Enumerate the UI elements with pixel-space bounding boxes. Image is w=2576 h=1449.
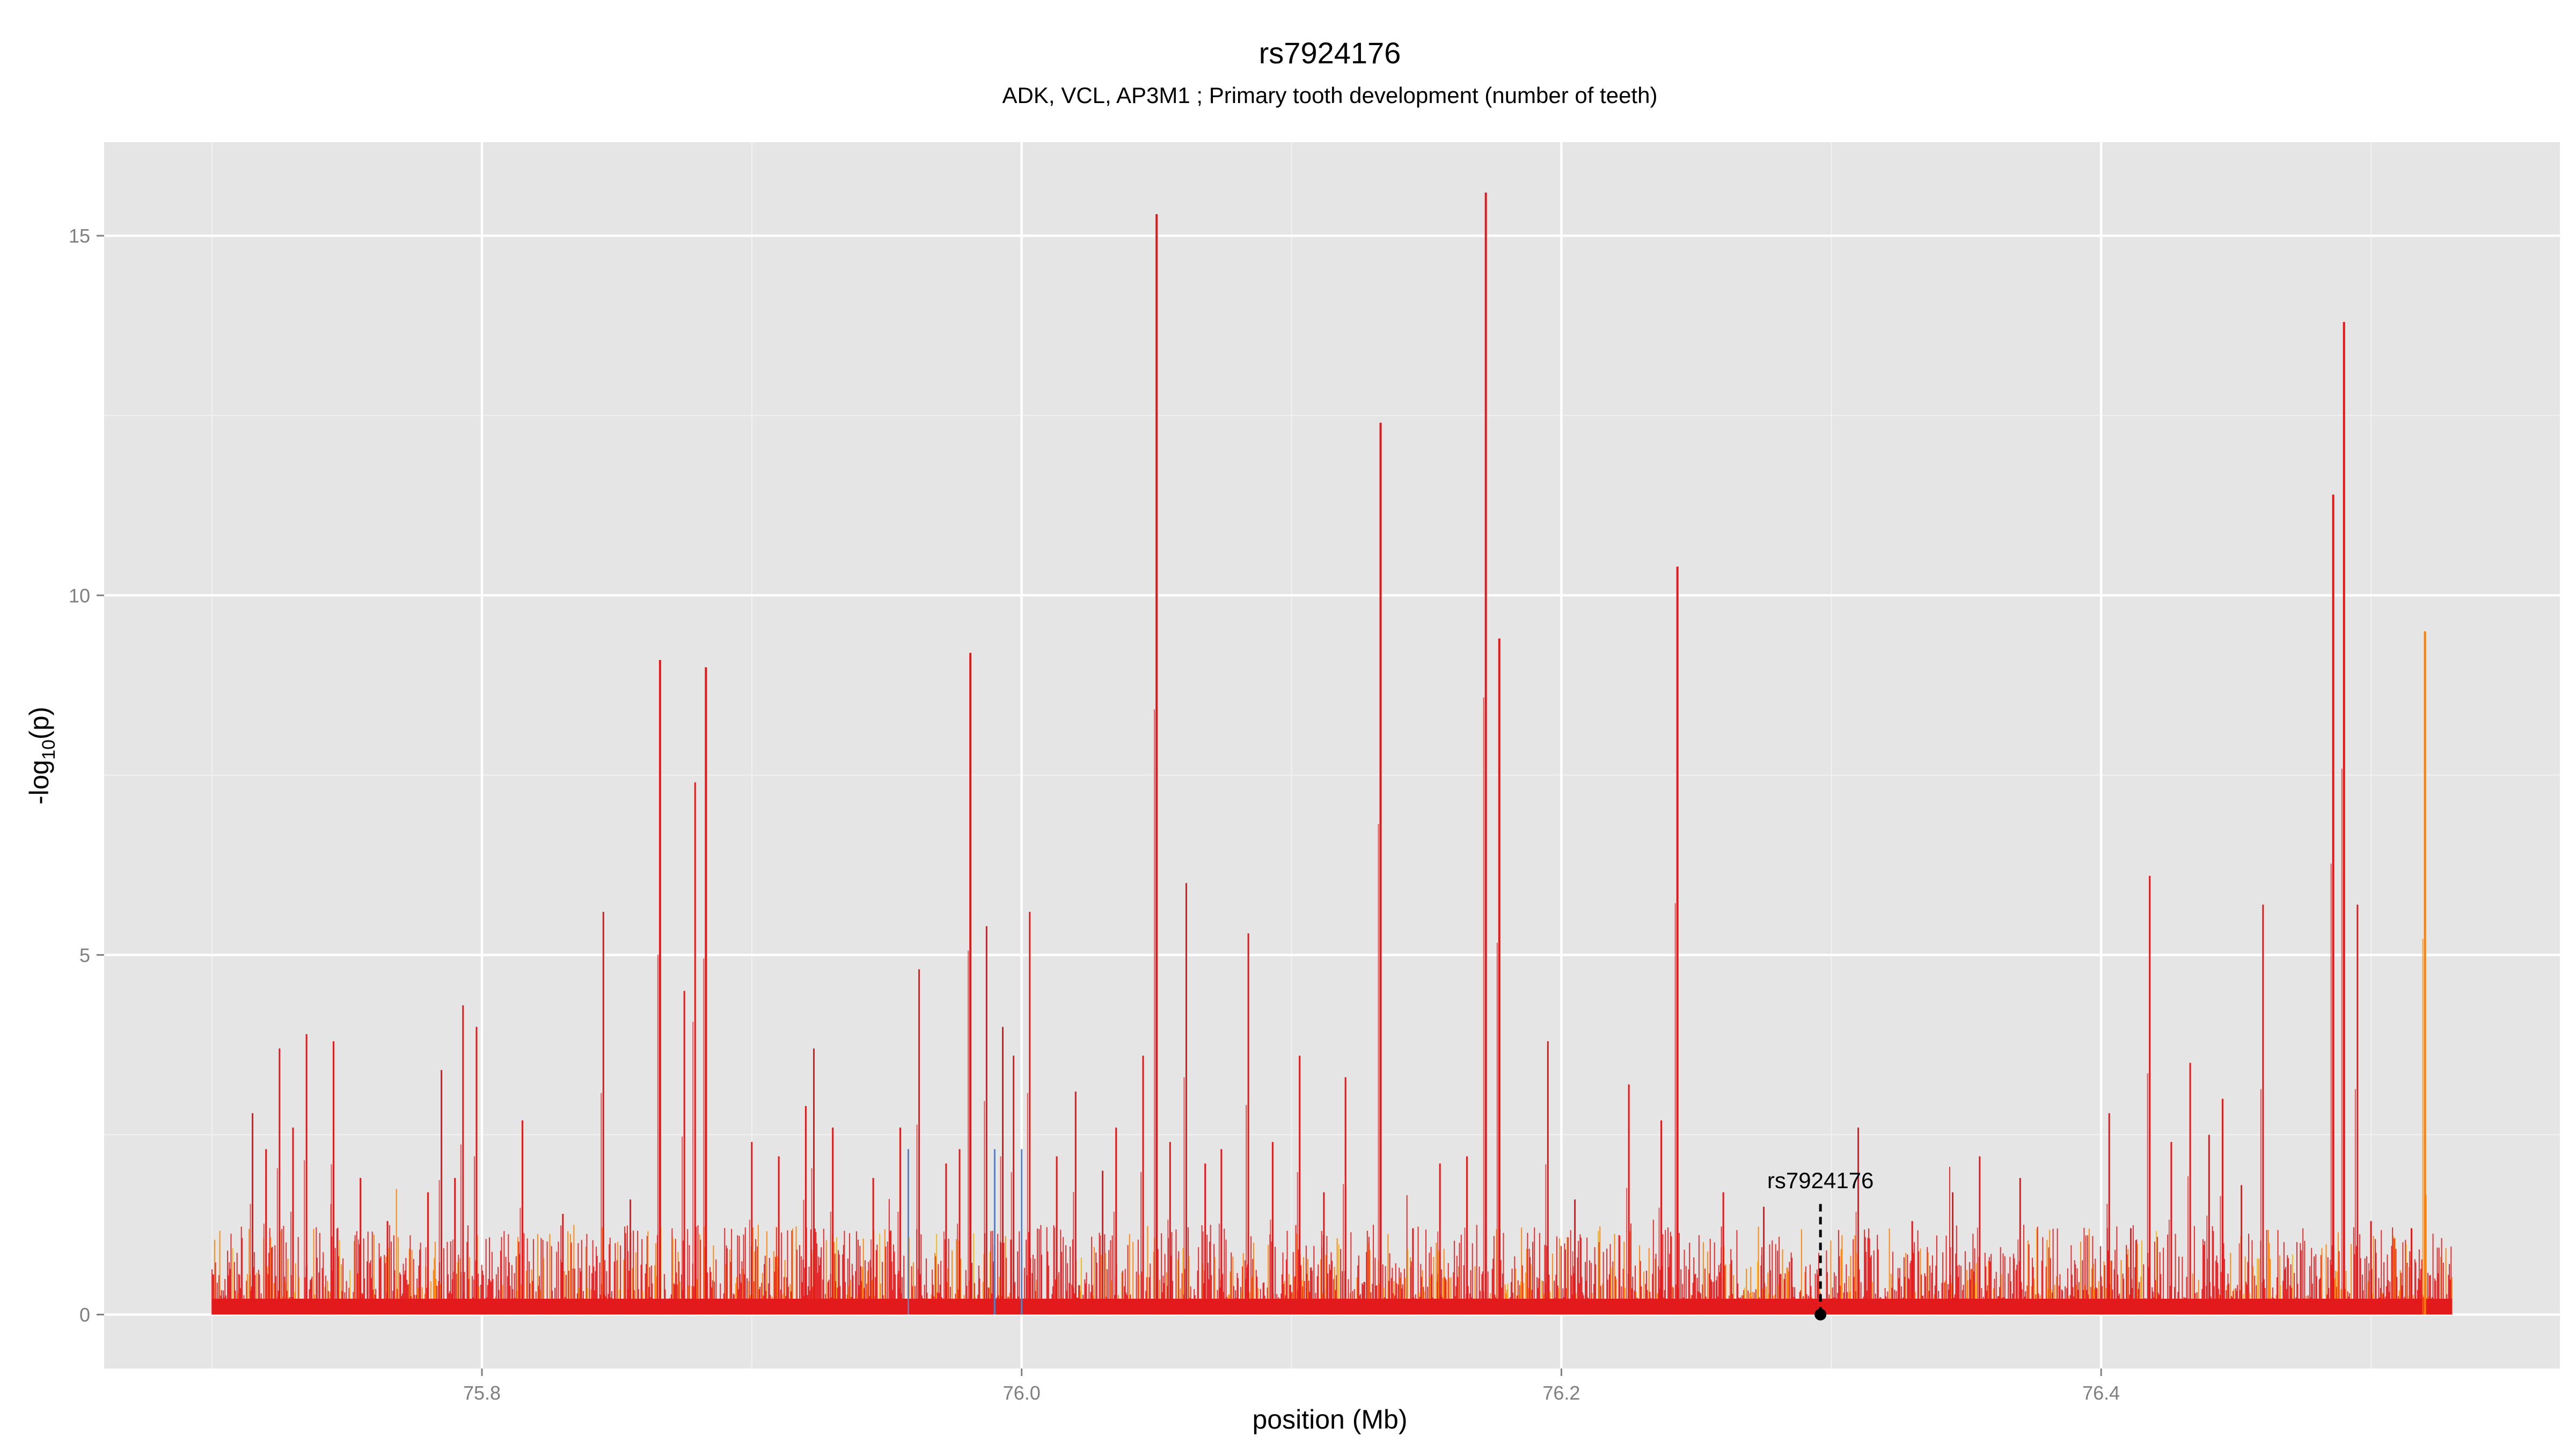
- association-spikes: [211, 192, 2453, 1315]
- x-tick-label: 75.8: [463, 1382, 501, 1404]
- y-axis-label: -log10(p): [24, 707, 59, 804]
- y-tick-label: 15: [69, 225, 90, 247]
- y-axis-label-subscript: 10: [39, 740, 59, 760]
- snp-marker-layer: rs7924176: [1767, 1168, 1874, 1321]
- plot-panel: [104, 142, 2560, 1368]
- y-tick-label: 5: [79, 944, 90, 966]
- y-tick-label: 10: [69, 584, 90, 606]
- x-axis-label: position (Mb): [1253, 1404, 1408, 1435]
- chart-title: rs7924176: [1259, 36, 1401, 70]
- snp-point: [1814, 1308, 1827, 1321]
- x-tick-label: 76.4: [2082, 1382, 2120, 1404]
- x-tick-label: 76.2: [1542, 1382, 1580, 1404]
- baseline-band: [212, 1299, 2452, 1315]
- axis-layer: 75.8 76.0 76.2 76.4 0 5 10 15: [69, 225, 2120, 1404]
- minor-gridlines: [104, 142, 2560, 1368]
- y-axis-label-main: -log: [24, 760, 54, 804]
- chart-subtitle: ADK, VCL, AP3M1 ; Primary tooth developm…: [1002, 83, 1658, 108]
- y-tick-label: 0: [79, 1304, 90, 1326]
- y-axis-label-tail: (p): [24, 707, 54, 740]
- snp-label: rs7924176: [1767, 1168, 1874, 1193]
- x-tick-label: 76.0: [1003, 1382, 1041, 1404]
